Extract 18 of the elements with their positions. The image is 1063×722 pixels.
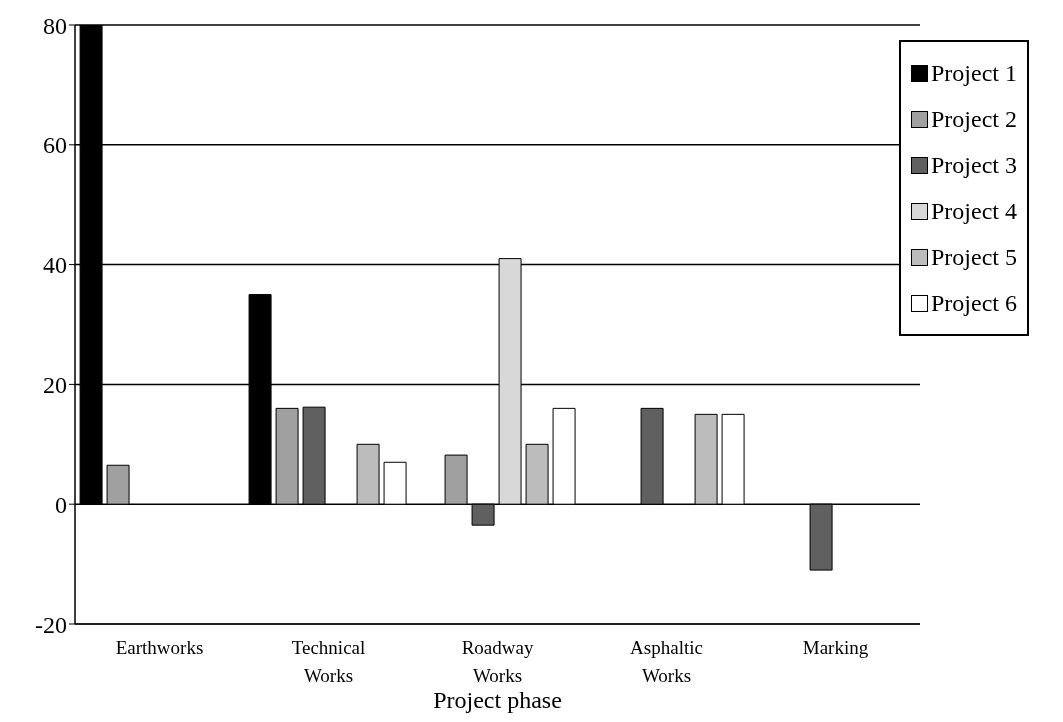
x-tick-label: Roadway Works bbox=[461, 637, 534, 686]
y-tick-label: -20 bbox=[35, 611, 67, 638]
y-tick-label: 80 bbox=[43, 12, 67, 39]
x-tick-label: Marking bbox=[802, 637, 869, 658]
x-axis-title: Project phase bbox=[433, 687, 562, 713]
legend-label: Project 6 bbox=[931, 289, 1017, 317]
legend-label: Project 3 bbox=[931, 151, 1017, 179]
x-tick-label: Earthworks bbox=[115, 637, 204, 658]
y-tick-label: 20 bbox=[43, 371, 67, 398]
y-tick-label: 60 bbox=[43, 132, 67, 159]
y-tick-label: 0 bbox=[55, 491, 67, 518]
x-tick-label: Asphaltic Works bbox=[630, 637, 703, 686]
legend-label: Project 1 bbox=[931, 59, 1017, 87]
legend-label: Project 4 bbox=[931, 197, 1017, 225]
legend-label: Project 5 bbox=[931, 243, 1017, 271]
x-tick-label: Technical Works bbox=[291, 637, 366, 686]
legend-label: Project 2 bbox=[931, 105, 1017, 133]
y-tick-label: 40 bbox=[43, 252, 67, 279]
